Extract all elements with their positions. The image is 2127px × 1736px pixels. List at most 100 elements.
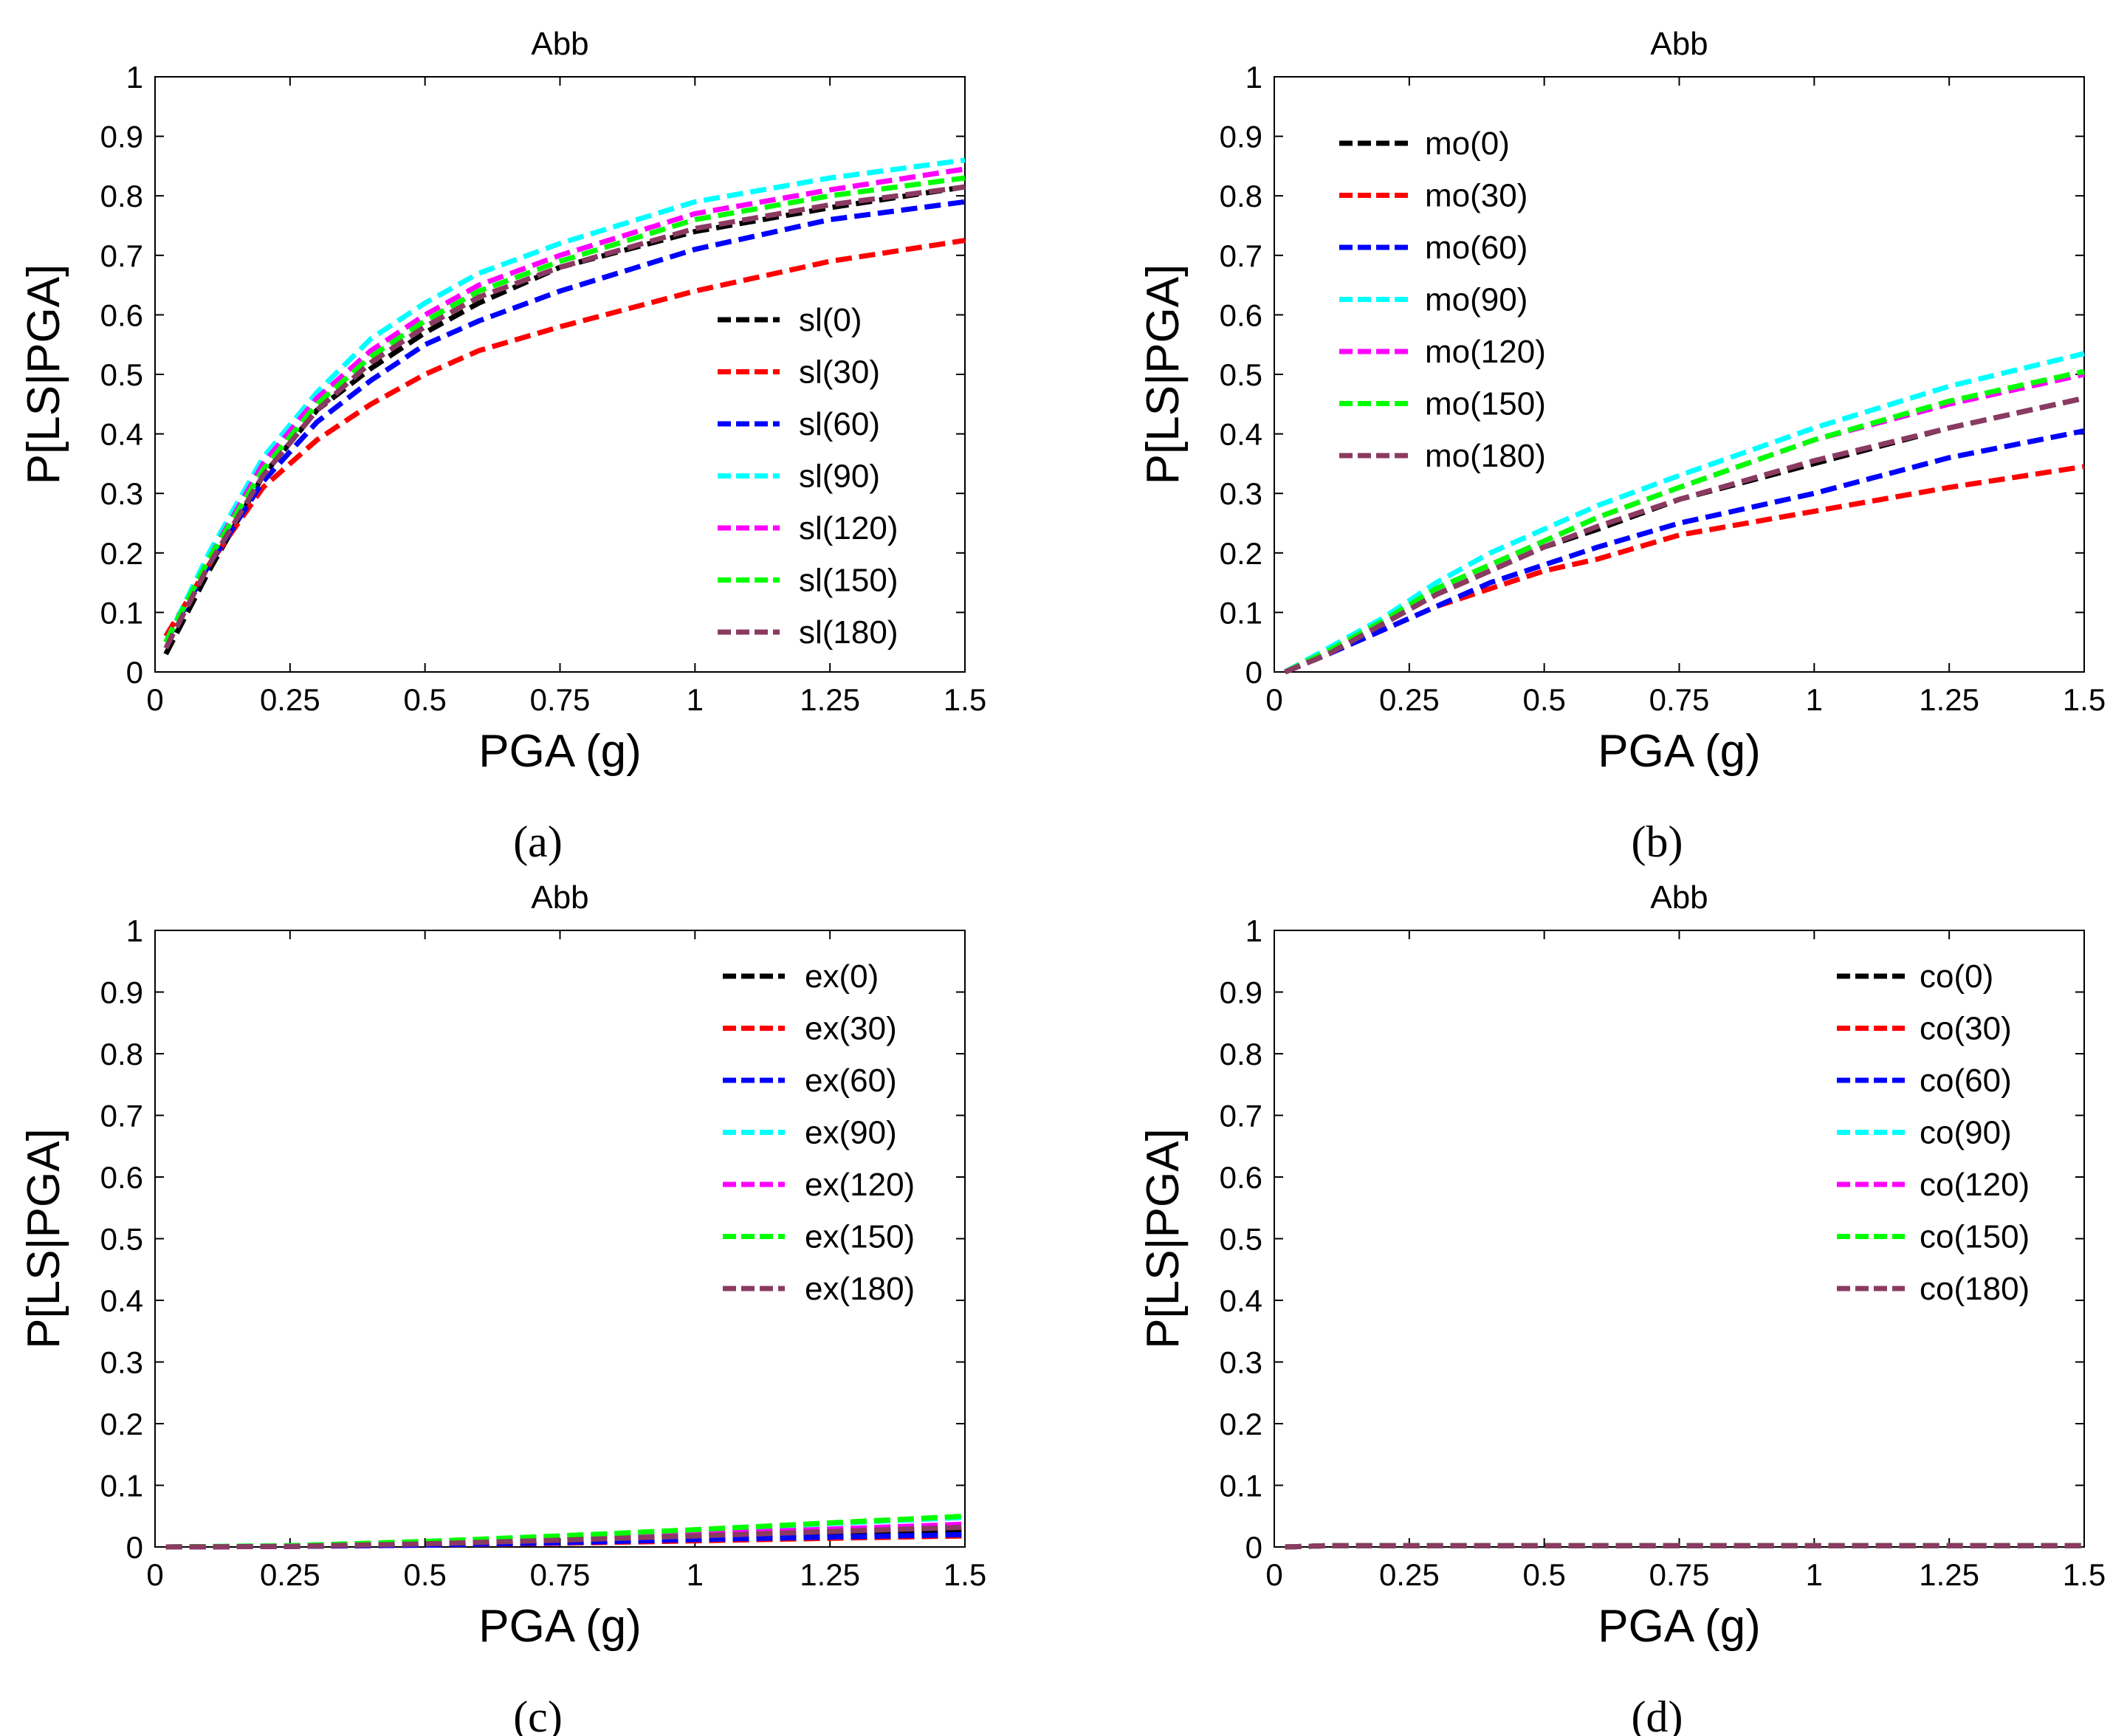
panel-a-series-sl(90) xyxy=(163,157,966,644)
panel-d-y-tick-label: 0.6 xyxy=(1220,1160,1262,1195)
panel-a-y-tick-label: 0.6 xyxy=(100,298,143,332)
panel-b-y-tick-label: 0.1 xyxy=(1220,595,1262,630)
panel-b-legend-label: mo(180) xyxy=(1425,438,1546,474)
panel-a-x-axis-label: PGA (g) xyxy=(478,726,642,777)
panel-c-y-tick-label: 0.5 xyxy=(100,1222,143,1257)
panel-c-y-axis-label: P[LS|PGA] xyxy=(18,1128,69,1349)
panel-a: Abb 0 0.1 0.2 0.3 0.4 0.5 0.6 0.7 0.8 0.9 1 0 0.25 0.5… xyxy=(18,26,986,866)
panel-d-x-tick-label: 1.5 xyxy=(2063,1557,2106,1592)
panel-d-x-axis-label: PGA (g) xyxy=(1598,1601,1761,1652)
panel-c-series-ex(180) xyxy=(165,1524,966,1550)
panel-a-x-tick-label: 0.25 xyxy=(260,682,320,717)
panel-a-legend: sl(0) sl(30) sl(60) sl(90) sl(120) sl(150) sl(… xyxy=(718,302,898,651)
panel-d-x-tick-label: 0 xyxy=(1265,1557,1282,1592)
panel-b-y-tick-label: 0.5 xyxy=(1220,357,1262,392)
panel-d-caption: (d) xyxy=(1632,1692,1683,1736)
panel-b-x-tick-label: 1 xyxy=(1806,682,1823,717)
panel-a-y-tick-label: 0.7 xyxy=(100,239,143,273)
panel-c-y-tick-label: 0.2 xyxy=(100,1407,143,1441)
panel-d-y-tick-label: 1 xyxy=(1245,913,1262,948)
panel-c-y-tick-label: 0.8 xyxy=(100,1037,143,1071)
panel-a-legend-label: sl(180) xyxy=(799,614,898,651)
panel-c-legend: ex(0) ex(30) ex(60) ex(90) ex(120) ex(150) ex(… xyxy=(723,958,915,1307)
panel-a-x-tick-label: 0.5 xyxy=(403,682,446,717)
panel-d-x-tick-label: 0.5 xyxy=(1522,1557,1565,1592)
panel-a-y-tick-label: 0 xyxy=(126,655,143,690)
panel-c-x-tick-label: 0.25 xyxy=(260,1557,320,1592)
panel-d-y-tick-label: 0.3 xyxy=(1220,1345,1262,1380)
panel-b-series-mo(150) xyxy=(1284,368,2085,675)
panel-c-x-tick-label: 0.5 xyxy=(403,1557,446,1592)
panel-b: Abb 0 0.1 0.2 0.3 0.4 0.5 0.6 0.7 0.8 0.9 1 0 0.25 0.5… xyxy=(1138,26,2106,866)
panel-b-y-tick-label: 0.6 xyxy=(1220,298,1262,332)
panel-b-legend-label: mo(60) xyxy=(1425,230,1528,266)
panel-b-series-mo(180) xyxy=(1284,395,2085,675)
panel-c-x-tick-label: 1.5 xyxy=(944,1557,986,1592)
panel-d-legend-label: co(0) xyxy=(1920,958,1993,995)
panel-a-x-tick-label: 1.5 xyxy=(944,682,986,717)
panel-c-caption: (c) xyxy=(513,1692,563,1736)
panel-c-y-tick-label: 0.1 xyxy=(100,1469,143,1503)
panel-a-x-tick-label: 0.75 xyxy=(530,682,591,717)
panel-b-x-tick-label: 0.75 xyxy=(1649,682,1710,717)
panel-b-plot-frame xyxy=(1274,76,2085,673)
panel-a-y-tick-label: 0.2 xyxy=(100,536,143,571)
panel-d-y-tick-label: 0.2 xyxy=(1220,1407,1262,1441)
panel-d-legend-label: co(120) xyxy=(1920,1167,2030,1203)
panel-c-y-tick-label: 0.4 xyxy=(100,1283,143,1318)
panel-b-y-tick-label: 0.9 xyxy=(1220,120,1262,154)
panel-a-x-tick-label: 1.25 xyxy=(800,682,860,717)
panel-d-x-tick-label: 0.75 xyxy=(1649,1557,1710,1592)
panel-d-y-tick-label: 0.4 xyxy=(1220,1283,1262,1318)
panel-b-legend-label: mo(150) xyxy=(1425,386,1546,422)
panel-a-caption: (a) xyxy=(513,817,563,866)
panel-b-y-tick-label: 0 xyxy=(1245,655,1262,690)
panel-a-legend-label: sl(150) xyxy=(799,563,898,599)
panel-d-legend: co(0) co(30) co(60) co(90) co(120) co(150) co(… xyxy=(1837,958,2030,1307)
panel-b-title: Abb xyxy=(1650,26,1708,62)
panel-a-legend-label: sl(30) xyxy=(799,354,880,391)
panel-d-legend-label: co(30) xyxy=(1920,1011,2012,1047)
panel-c-legend-label: ex(120) xyxy=(805,1167,915,1203)
panel-d-x-tick-label: 1 xyxy=(1806,1557,1823,1592)
panel-c-legend-label: ex(60) xyxy=(805,1063,897,1099)
panel-a-legend-label: sl(90) xyxy=(799,459,880,495)
panel-c-legend-label: ex(180) xyxy=(805,1271,915,1307)
panel-d-x-tick-label: 1.25 xyxy=(1919,1557,1979,1592)
panel-c-y-tick-label: 0.3 xyxy=(100,1345,143,1380)
panel-b-x-tick-label: 1.5 xyxy=(2063,682,2106,717)
panel-b-caption: (b) xyxy=(1632,817,1683,866)
panel-b-series-mo(60) xyxy=(1284,428,2085,675)
panel-b-y-axis-label: P[LS|PGA] xyxy=(1138,264,1189,485)
panel-c-y-tick-label: 0.9 xyxy=(100,975,143,1010)
panel-a-series-sl(60) xyxy=(163,199,966,644)
panel-b-x-tick-label: 1.25 xyxy=(1919,682,1979,717)
panel-c-x-axis-label: PGA (g) xyxy=(478,1601,642,1652)
panel-b-legend: mo(0) mo(30) mo(60) mo(90) mo(120) mo(150) mo(… xyxy=(1339,126,1546,474)
panel-d-series-co(180) xyxy=(1285,1543,2084,1550)
panel-b-x-tick-label: 0.5 xyxy=(1522,682,1565,717)
panel-a-y-tick-label: 0.5 xyxy=(100,357,143,392)
panel-c: Abb 0 0.1 0.2 0.3 0.4 0.5 0.6 0.7 0.8 0.9 1 0 0.25 0.5… xyxy=(18,879,986,1736)
panel-b-legend-label: mo(30) xyxy=(1425,178,1528,214)
panel-b-legend-label: mo(0) xyxy=(1425,126,1510,162)
panel-a-y-axis-label: P[LS|PGA] xyxy=(18,264,69,485)
panel-c-legend-label: ex(0) xyxy=(805,958,879,995)
panel-d-y-tick-label: 0.9 xyxy=(1220,975,1262,1010)
panel-c-x-tick-label: 0 xyxy=(146,1557,163,1592)
panel-d-legend-label: co(180) xyxy=(1920,1271,2030,1307)
panel-d-y-tick-label: 0.5 xyxy=(1220,1222,1262,1257)
panel-a-y-tick-label: 1 xyxy=(126,60,143,95)
panel-b-legend-label: mo(90) xyxy=(1425,282,1528,318)
panel-a-y-tick-label: 0.9 xyxy=(100,120,143,154)
panel-d-y-tick-label: 0.1 xyxy=(1220,1469,1262,1503)
panel-c-y-tick-label: 0.7 xyxy=(100,1099,143,1133)
panel-d-y-axis-label: P[LS|PGA] xyxy=(1138,1128,1189,1349)
panel-a-title: Abb xyxy=(531,26,588,62)
panel-a-legend-label: sl(0) xyxy=(799,302,862,338)
panel-b-y-tick-label: 0.3 xyxy=(1220,476,1262,511)
panel-b-y-tick-label: 0.7 xyxy=(1220,239,1262,273)
panel-a-y-tick-label: 0.4 xyxy=(100,417,143,452)
panel-c-y-tick-label: 1 xyxy=(126,913,143,948)
